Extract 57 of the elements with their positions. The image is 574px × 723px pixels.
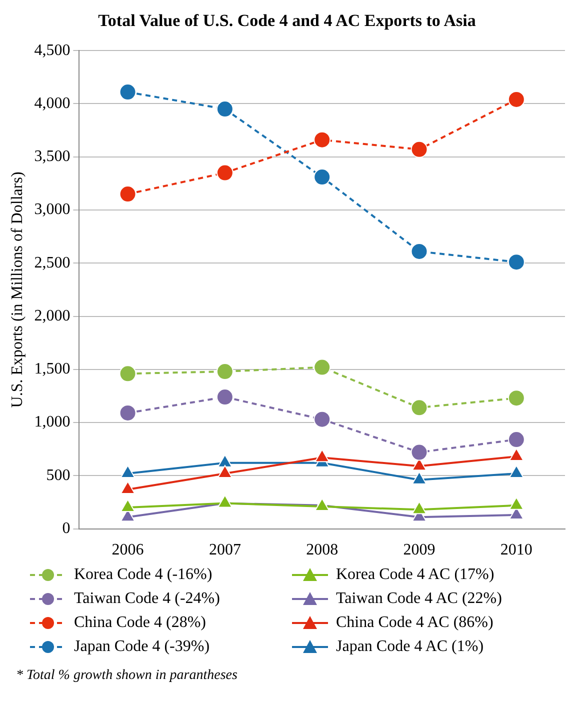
point [508,254,525,271]
point [120,465,136,478]
point [412,501,427,514]
y-tick-label: 4,000 [34,94,70,112]
text: * Total % growth shown in parantheses [16,668,238,684]
legend-label: Japan Code 4 (-39%) [74,638,210,656]
point [410,399,428,416]
point [314,358,331,376]
point [410,140,428,158]
point [314,410,331,428]
point [119,404,136,422]
point [218,465,232,478]
point [314,131,331,148]
point [508,448,524,462]
y-tick-label: 0 [62,520,70,538]
point [410,444,428,461]
point [216,100,234,118]
point [216,363,234,380]
legend-label: China Code 4 AC (86%) [336,614,494,632]
y-tick-label: 1,000 [34,414,70,431]
point [218,454,232,468]
y-axis-title: U.S. Exports (in Millions of Dollars) [8,172,26,408]
x-tick-label: 2006 [112,542,144,559]
y-tick-label: 3,000 [34,201,70,218]
legend-label: Taiwan Code 4 AC (22%) [336,590,502,608]
point [216,164,234,182]
legend-label: Korea Code 4 AC (17%) [336,566,494,584]
chart-title: Total Value of U.S. Code 4 and 4 AC Exports to Asia [97,10,477,32]
x-tick-label: 2009 [403,542,436,559]
x-tick-label: 2008 [306,542,338,559]
point [508,465,524,478]
point [216,388,234,406]
point [119,84,136,101]
point [119,186,136,203]
legend-label: Japan Code 4 AC (1%) [336,638,484,656]
y-tick-label: 4,500 [34,42,70,59]
point [508,390,525,407]
point [412,471,427,484]
y-tick-label: 2,000 [34,307,70,324]
point [120,480,136,494]
point [119,365,136,382]
point [508,90,525,108]
point [508,431,525,448]
y-tick-label: 1,500 [34,360,70,378]
y-tick-label: 500 [46,466,70,484]
legend-label: Korea Code 4 (-16%) [74,566,212,584]
x-tick-label: 2010 [500,542,532,559]
point [120,499,136,512]
point [314,449,330,462]
point [410,242,428,260]
point [314,168,331,186]
point [508,496,524,510]
x-tick-label: 2007 [208,542,241,559]
legend-label: China Code 4 (28%) [74,614,206,632]
legend-label: Taiwan Code 4 (-24%) [74,590,220,608]
y-tick-label: 2,500 [34,254,70,272]
y-tick-label: 3,500 [34,148,70,166]
